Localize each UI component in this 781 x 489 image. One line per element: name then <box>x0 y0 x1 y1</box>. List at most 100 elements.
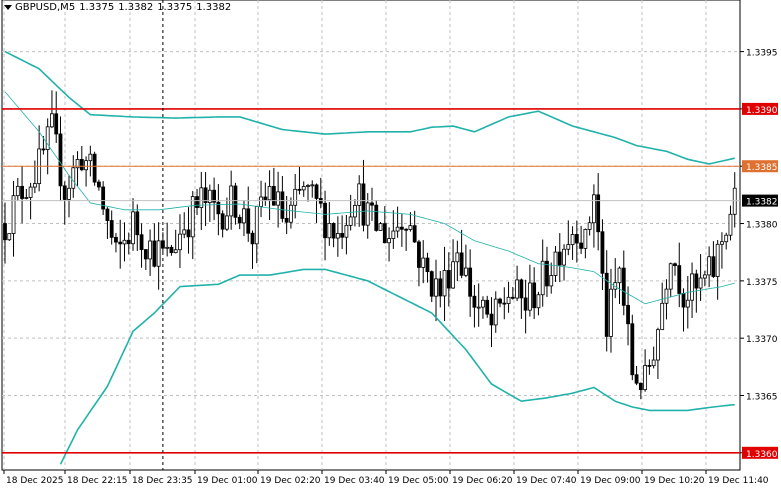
candle-body <box>96 181 101 188</box>
candle-body <box>297 188 302 191</box>
candle-body <box>399 226 404 230</box>
candle-body <box>600 231 605 274</box>
candle-body <box>459 252 464 276</box>
candle-body <box>216 201 221 215</box>
price-level-label: 1.3385 <box>746 163 778 173</box>
x-tick-label: 19 Dec 05:00 <box>388 476 449 486</box>
candle-body <box>92 153 97 183</box>
candle-body <box>24 197 29 199</box>
candle-body <box>152 240 157 267</box>
candle-body <box>361 183 366 226</box>
candle-body <box>374 204 379 231</box>
candle-body <box>276 191 281 206</box>
candle-body <box>45 126 50 150</box>
candle-body <box>523 297 528 311</box>
x-tick-label: 19 Dec 06:20 <box>452 476 513 486</box>
plot-area[interactable] <box>1 0 741 471</box>
candle-body <box>58 133 63 187</box>
candle-body <box>54 113 59 135</box>
candle-body <box>540 260 545 296</box>
candle-body <box>190 196 195 238</box>
candle-body <box>566 244 571 250</box>
candle-body <box>323 202 327 239</box>
candle-body <box>468 267 473 297</box>
candle-body <box>434 278 438 297</box>
candle-body <box>122 239 127 245</box>
candle-body <box>634 374 639 384</box>
candle-body <box>673 263 677 266</box>
candle-body <box>20 185 24 199</box>
candle-body <box>732 187 737 215</box>
y-tick-label: 1.3365 <box>746 392 778 402</box>
y-tick-label: 1.3370 <box>746 335 778 345</box>
candle-body <box>306 185 310 187</box>
candle-body <box>463 267 468 276</box>
symbol-label: GBPUSD,M5 <box>15 2 76 13</box>
candle-body <box>233 185 238 218</box>
candle-body <box>404 228 409 231</box>
candle-body <box>353 204 357 218</box>
candle-body <box>109 220 114 238</box>
current-price-label: 1.3382 <box>746 198 778 208</box>
candle-body <box>139 234 144 250</box>
candle-body <box>425 257 430 273</box>
candle-body <box>11 195 16 234</box>
price-level-label: 1.3390 <box>746 106 778 116</box>
candle-body <box>357 183 362 206</box>
candle-body <box>442 270 447 297</box>
candle-body <box>685 299 690 308</box>
y-tick-label: 1.3375 <box>746 278 778 288</box>
candle-body <box>344 224 349 238</box>
dropdown-triangle-icon[interactable] <box>4 4 12 10</box>
candle-body <box>493 298 498 326</box>
y-tick-label: 1.3400 <box>746 0 778 1</box>
candle-body <box>510 296 515 299</box>
candle-body <box>280 191 285 219</box>
candle-body <box>630 323 635 376</box>
candle-body <box>557 251 562 266</box>
candle-body <box>165 246 170 249</box>
candle-body <box>545 260 549 287</box>
candle-body <box>156 240 161 267</box>
candle-body <box>237 216 242 224</box>
candle-body <box>3 223 7 241</box>
candle-body <box>395 226 400 232</box>
candle-body <box>472 295 477 308</box>
x-tick-label: 19 Dec 03:40 <box>324 476 385 486</box>
candle-body <box>331 223 336 239</box>
candle-body <box>88 153 93 162</box>
candle-body <box>62 185 67 200</box>
candle-body <box>502 302 507 305</box>
candle-body <box>135 211 140 236</box>
candle-body <box>609 288 613 337</box>
candle-body <box>79 158 84 171</box>
ohlc-header: GBPUSD,M5 1.3375 1.3382 1.3375 1.3382 <box>4 2 235 13</box>
candle-body <box>267 186 272 201</box>
candle-body <box>527 282 532 311</box>
candle-body <box>570 234 575 246</box>
candle-body <box>126 239 131 245</box>
candle-body <box>186 229 191 238</box>
high-value: 1.3382 <box>118 2 154 13</box>
x-tick-label: 18 Dec 22:15 <box>67 476 128 486</box>
x-tick-label: 19 Dec 01:00 <box>197 476 258 486</box>
candle-body <box>446 270 451 289</box>
candle-body <box>391 230 396 239</box>
candle-body <box>707 256 712 276</box>
current-price-tag <box>742 194 778 207</box>
candle-body <box>481 299 485 308</box>
candle-body <box>101 186 106 210</box>
candle-body <box>28 186 33 198</box>
bollinger-middle-band <box>4 91 735 305</box>
candle-body <box>340 233 345 238</box>
candle-body <box>220 213 225 230</box>
candle-body <box>178 233 182 251</box>
candle-body <box>259 196 263 207</box>
candle-body <box>553 251 558 276</box>
candle-body <box>335 233 340 239</box>
candle-body <box>67 187 71 200</box>
candle-body <box>105 208 110 221</box>
candle-body <box>562 248 566 266</box>
